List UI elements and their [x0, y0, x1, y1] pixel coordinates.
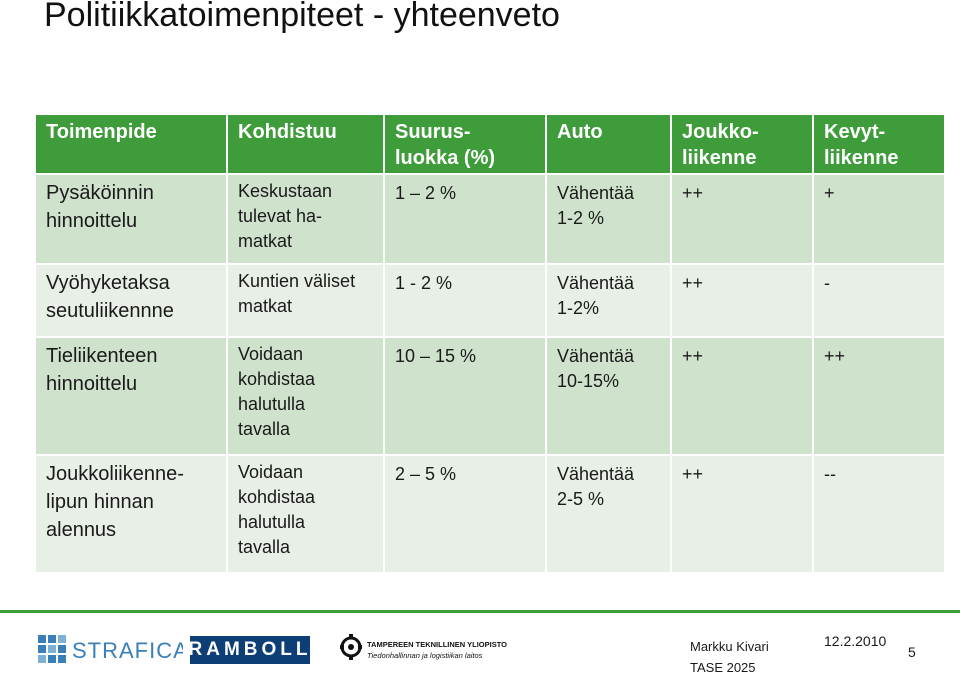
footer-event: TASE 2025 [690, 660, 756, 675]
cell-kohdistuu: Keskustaan tulevat ha-matkat [228, 175, 383, 263]
header-toimenpide: Toimenpide [36, 115, 226, 173]
table-row: Vyöhyketaksa seutuliikennne Kuntien välis… [36, 265, 944, 336]
strafica-logo: STRAFICA [38, 635, 183, 663]
cell-suuruus: 1 - 2 % [385, 265, 545, 336]
cell-kevytliikenne: - [814, 265, 944, 336]
slide-title: Politiikkatoimenpiteet - yhteenveto [44, 0, 560, 34]
cell-suuruus: 2 – 5 % [385, 456, 545, 572]
cell-kevytliikenne: + [814, 175, 944, 263]
ramboll-logo: RAMBOLL [189, 636, 310, 664]
cell-kohdistuu: Voidaan kohdistaa halutulla tavalla [228, 338, 383, 454]
cell-joukkoliikenne: ++ [672, 265, 812, 336]
cell-auto: Vähentää 1-2 % [547, 175, 670, 263]
cell-auto: Vähentää 1-2% [547, 265, 670, 336]
strafica-logo-text: STRAFICA [72, 638, 183, 663]
footer-divider [0, 610, 960, 613]
cell-auto: Vähentää 10-15% [547, 338, 670, 454]
table-header-row: Toimenpide Kohdistuu Suurus-luokka (%) A… [36, 115, 944, 173]
header-kevytliikenne: Kevyt-liikenne [814, 115, 944, 173]
footer-date: 12.2.2010 [824, 633, 887, 649]
cell-joukkoliikenne: ++ [672, 175, 812, 263]
cell-joukkoliikenne: ++ [672, 456, 812, 572]
header-suuruusluokka: Suurus-luokka (%) [385, 115, 545, 173]
table-row: Pysäköinnin hinnoittelu Keskustaan tulevat… [36, 175, 944, 263]
cell-suuruus: 10 – 15 % [385, 338, 545, 454]
cell-toimenpide: Pysäköinnin hinnoittelu [36, 175, 226, 263]
tty-logo-line1: TAMPEREEN TEKNILLINEN YLIOPISTO [367, 640, 507, 649]
tty-logo: TAMPEREEN TEKNILLINEN YLIOPISTO Tiedonha… [340, 634, 507, 660]
cell-kohdistuu: Voidaan kohdistaa halutulla tavalla [228, 456, 383, 572]
cell-kevytliikenne: ++ [814, 338, 944, 454]
cell-toimenpide: Tieliikenteen hinnoittelu [36, 338, 226, 454]
header-kohdistuu: Kohdistuu [228, 115, 383, 173]
cell-toimenpide: Vyöhyketaksa seutuliikennne [36, 265, 226, 336]
cell-kevytliikenne: -- [814, 456, 944, 572]
cell-auto: Vähentää 2-5 % [547, 456, 670, 572]
cell-suuruus: 1 – 2 % [385, 175, 545, 263]
cell-joukkoliikenne: ++ [672, 338, 812, 454]
page-number: 5 [908, 644, 916, 660]
footer-author: Markku Kivari [690, 639, 769, 654]
cell-toimenpide: Joukkoliikenne-lipun hinnan alennus [36, 456, 226, 572]
tty-logo-line2: Tiedonhallinnan ja logistiikan laitos [367, 651, 483, 660]
table-row: Tieliikenteen hinnoittelu Voidaan kohdista… [36, 338, 944, 454]
summary-table: Toimenpide Kohdistuu Suurus-luokka (%) A… [34, 113, 946, 574]
header-auto: Auto [547, 115, 670, 173]
header-joukkoliikenne: Joukko-liikenne [672, 115, 812, 173]
cell-kohdistuu: Kuntien väliset matkat [228, 265, 383, 336]
table-row: Joukkoliikenne-lipun hinnan alennus Voida… [36, 456, 944, 572]
